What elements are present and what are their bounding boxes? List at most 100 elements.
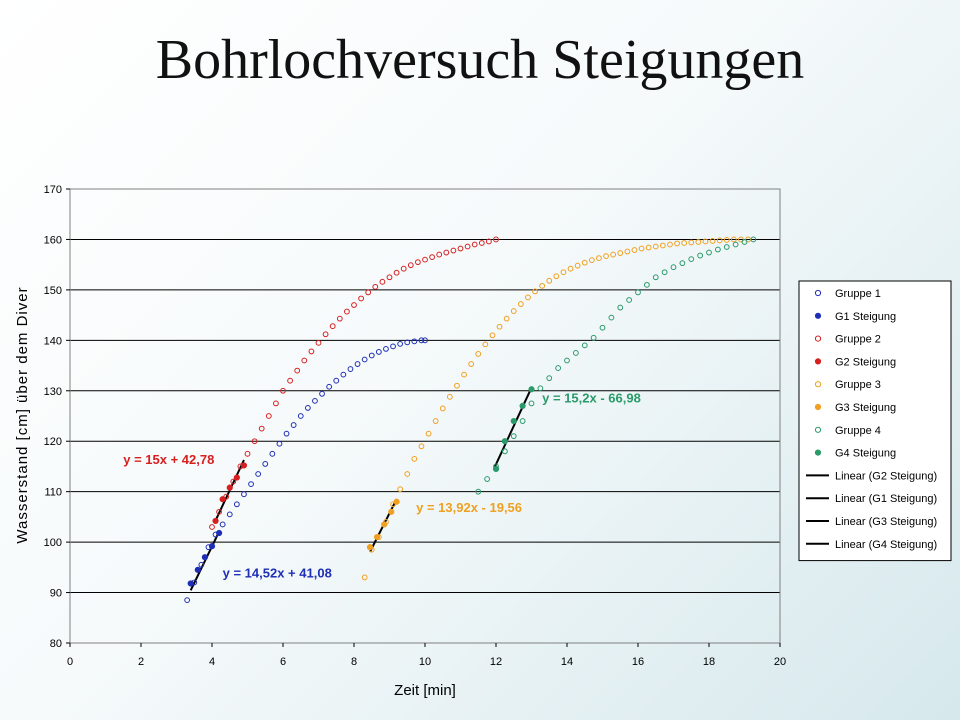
data-point [262, 461, 269, 467]
data-point [484, 476, 491, 482]
data-point [372, 283, 379, 290]
y-tick-label: 120 [44, 436, 62, 448]
data-point [351, 302, 357, 308]
data-point [496, 323, 503, 330]
data-point [519, 418, 526, 424]
legend-label: Linear (G2 Steigung) [835, 470, 937, 482]
data-point [219, 521, 226, 528]
slope-point [212, 517, 219, 525]
data-point [510, 308, 517, 314]
legend-label: Gruppe 4 [835, 425, 881, 437]
y-tick-label: 140 [44, 335, 62, 347]
slope-point [366, 544, 374, 551]
data-point [269, 450, 276, 457]
data-point [517, 301, 524, 307]
data-point [429, 254, 436, 261]
data-point [322, 331, 329, 338]
data-point [379, 278, 386, 285]
data-point [716, 237, 723, 244]
x-tick-label: 10 [419, 656, 431, 668]
data-point [450, 247, 457, 254]
legend-marker [814, 381, 822, 388]
data-point [730, 236, 737, 243]
data-point [216, 508, 223, 515]
y-tick-label: 170 [44, 184, 62, 196]
legend-marker [814, 289, 822, 297]
data-point [688, 239, 695, 246]
data-point [319, 390, 325, 397]
data-point [454, 382, 460, 389]
data-point [475, 488, 482, 495]
slope-point [510, 417, 517, 425]
data-point [230, 478, 237, 485]
x-tick-label: 4 [209, 656, 215, 668]
data-point [667, 241, 673, 248]
x-tick-label: 2 [138, 656, 144, 668]
data-point [393, 269, 400, 276]
legend-label: Gruppe 3 [835, 379, 881, 391]
equation-label: y = 14,52x + 41,08 [223, 565, 332, 580]
data-point [723, 244, 730, 250]
data-point [525, 294, 531, 301]
data-point [358, 295, 365, 302]
data-point [329, 323, 336, 330]
data-point [741, 239, 748, 245]
data-point [489, 332, 496, 339]
data-point [723, 237, 730, 243]
legend-label: G4 Steigung [835, 448, 896, 460]
data-point [436, 251, 443, 258]
data-point [446, 393, 453, 400]
data-point [750, 236, 757, 243]
slope-point [501, 438, 508, 445]
data-point [418, 337, 425, 344]
data-point [198, 561, 205, 568]
data-point [361, 356, 368, 363]
slope-point [187, 580, 194, 587]
data-point [265, 413, 272, 419]
legend-marker [814, 449, 822, 456]
data-point [635, 289, 641, 296]
data-point [386, 274, 393, 281]
legend-marker [814, 358, 822, 365]
data-point [344, 308, 350, 315]
slide-title: Bohrlochversuch Steigungen [155, 29, 805, 91]
data-point [482, 341, 489, 348]
data-point [411, 455, 418, 462]
data-point [304, 405, 311, 411]
data-point [439, 405, 446, 412]
data-point [404, 471, 411, 477]
data-point [599, 324, 606, 331]
data-point [702, 238, 709, 245]
slope-point [393, 498, 400, 505]
data-point [714, 246, 721, 253]
slope-point [381, 521, 388, 528]
legend-label: Linear (G1 Steigung) [835, 493, 937, 505]
data-point [645, 244, 652, 251]
x-tick-label: 8 [351, 656, 357, 668]
data-point [572, 350, 579, 356]
data-point [294, 367, 301, 374]
data-point [301, 357, 308, 364]
legend: Gruppe 1 G1 Steigung Gruppe 2 G2 Steigung Gr… [798, 280, 952, 562]
data-point [244, 450, 251, 457]
data-point [333, 377, 340, 384]
data-point [347, 366, 354, 372]
data-point [432, 418, 439, 424]
data-point [670, 264, 677, 271]
data-point [631, 247, 638, 253]
y-tick-label: 90 [50, 588, 62, 600]
data-point [590, 334, 597, 341]
data-point [688, 256, 695, 263]
x-tick-label: 14 [561, 656, 573, 668]
data-point [652, 243, 659, 250]
x-tick-label: 6 [280, 656, 286, 668]
slope-point [492, 465, 500, 473]
data-point [290, 422, 297, 428]
legend-marker [814, 335, 822, 342]
x-tick-label: 18 [703, 656, 715, 668]
slope-point [528, 386, 535, 393]
data-point [564, 357, 570, 364]
data-point [560, 269, 567, 276]
data-point [643, 281, 650, 288]
